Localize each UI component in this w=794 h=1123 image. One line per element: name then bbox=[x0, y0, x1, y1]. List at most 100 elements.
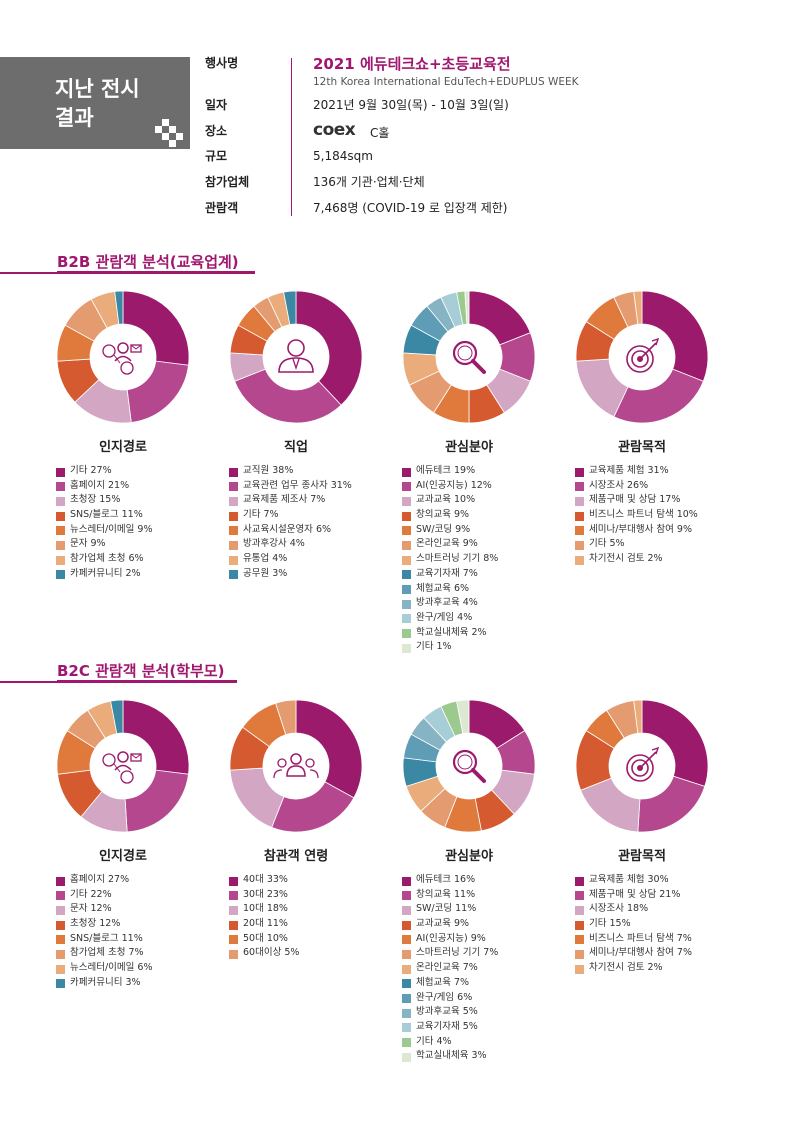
legend-item: 기타 27% bbox=[56, 464, 152, 479]
chart-title: 관람목적 bbox=[618, 440, 666, 455]
legend-swatch bbox=[402, 482, 411, 492]
legend-item: 문자 12% bbox=[56, 902, 152, 917]
legend-label: 60대이상 5% bbox=[243, 947, 300, 959]
legend-label: 온라인교육 7% bbox=[416, 962, 478, 974]
legend-swatch bbox=[56, 526, 65, 536]
legend-label: 교과교육 10% bbox=[416, 494, 476, 506]
info-key: 규모 bbox=[205, 149, 228, 163]
legend-swatch bbox=[402, 1038, 411, 1048]
chart-title: 관람목적 bbox=[618, 849, 666, 864]
legend-swatch bbox=[56, 540, 65, 550]
legend-swatch bbox=[56, 570, 65, 580]
legend-swatch bbox=[402, 570, 411, 580]
legend-item: 유통업 4% bbox=[229, 552, 352, 567]
legend-swatch bbox=[402, 540, 411, 550]
legend-label: 스마트러닝 기기 8% bbox=[416, 553, 499, 565]
legend-swatch bbox=[575, 891, 584, 901]
legend-swatch bbox=[402, 1052, 411, 1062]
legend-label: 기타 7% bbox=[243, 509, 279, 521]
legend-swatch bbox=[402, 935, 411, 945]
legend-item: 홈페이지 21% bbox=[56, 479, 152, 494]
legend-item: 교육관련 업무 종사자 31% bbox=[229, 479, 352, 494]
legend-swatch bbox=[402, 1023, 411, 1033]
info-key: 장소 bbox=[205, 124, 228, 138]
legend-swatch bbox=[56, 891, 65, 901]
legend-item: 뉴스레터/이메일 9% bbox=[56, 523, 152, 538]
donut-hole bbox=[436, 733, 502, 799]
legend-label: 창의교육 9% bbox=[416, 509, 470, 521]
legend-swatch bbox=[229, 555, 238, 565]
legend-swatch bbox=[402, 876, 411, 886]
legend-label: 20대 11% bbox=[243, 918, 288, 930]
legend-swatch bbox=[402, 599, 411, 609]
info-value: 7,468명 (COVID-19 로 입장객 제한) bbox=[313, 201, 508, 215]
legend-label: 30대 23% bbox=[243, 888, 288, 900]
legend-label: 카페커뮤니티 2% bbox=[70, 567, 141, 579]
legend-item: 에듀테크 16% bbox=[402, 873, 498, 888]
legend-label: 완구/게임 6% bbox=[416, 991, 473, 1003]
legend-label: 교육관련 업무 종사자 31% bbox=[243, 479, 352, 491]
legend-swatch bbox=[402, 614, 411, 624]
legend-item: 기타 5% bbox=[575, 537, 698, 552]
info-key: 행사명 bbox=[205, 56, 239, 70]
legend-item: 온라인교육 9% bbox=[402, 537, 498, 552]
legend-item: 공무원 3% bbox=[229, 567, 352, 582]
legend-label: 참가업체 초청 6% bbox=[70, 553, 144, 565]
legend-label: 학교실내체육 2% bbox=[416, 626, 487, 638]
legend-swatch bbox=[229, 876, 238, 886]
legend-item: 사교육시설운영자 6% bbox=[229, 523, 352, 538]
legend-swatch bbox=[402, 891, 411, 901]
legend-swatch bbox=[575, 496, 584, 506]
people-network-icon bbox=[102, 342, 142, 375]
legend-label: 홈페이지 27% bbox=[70, 874, 130, 885]
legend-item: 교육제품 제조사 7% bbox=[229, 493, 352, 508]
chart-legend: 에듀테크 16% 창의교육 11% SW/코딩 11% 교과교육 9% AI(인공지능)… bbox=[402, 873, 498, 1064]
legend-item: SW/코딩 11% bbox=[402, 902, 498, 917]
legend-item: 스마트러닝 기기 7% bbox=[402, 946, 498, 961]
legend-item: 에듀테크 19% bbox=[402, 464, 498, 479]
chart-title: 참관객 연령 bbox=[263, 849, 329, 864]
legend-item: 10대 18% bbox=[229, 902, 299, 917]
legend-label: 교직원 38% bbox=[243, 465, 294, 476]
legend-item: 체험교육 6% bbox=[402, 582, 498, 597]
legend-label: 기타 15% bbox=[589, 918, 631, 930]
donut-hole bbox=[436, 324, 502, 390]
legend-swatch bbox=[575, 482, 584, 492]
chart-title: 직업 bbox=[284, 440, 308, 455]
donut-chart bbox=[575, 290, 709, 424]
legend-swatch bbox=[229, 570, 238, 580]
chart-7: 관람목적 교육제품 체험 30% 제품구매 및 상담 21% 시장조사 18% 기타 1… bbox=[557, 699, 727, 1079]
legend-swatch bbox=[229, 935, 238, 945]
legend-swatch bbox=[402, 526, 411, 536]
legend-swatch bbox=[56, 467, 65, 477]
legend-label: 기타 5% bbox=[589, 538, 625, 550]
legend-label: 시장조사 18% bbox=[589, 903, 649, 915]
legend-item: SNS/블로그 11% bbox=[56, 508, 152, 523]
legend-swatch bbox=[56, 482, 65, 492]
info-value: 2021년 9월 30일(목) - 10월 3일(일) bbox=[313, 98, 509, 112]
exhibition-result-banner: 지난 전시 결과 bbox=[0, 57, 190, 149]
chart-legend: 교육제품 체험 30% 제품구매 및 상담 21% 시장조사 18% 기타 15% 비즈… bbox=[575, 873, 692, 976]
legend-item: SW/코딩 9% bbox=[402, 523, 498, 538]
legend-label: 세미나/부대행사 참여 7% bbox=[589, 947, 692, 959]
target-icon bbox=[626, 746, 660, 782]
legend-label: 홈페이지 21% bbox=[70, 479, 130, 491]
legend-label: 세미나/부대행사 참여 9% bbox=[589, 523, 692, 535]
legend-label: 비즈니스 파트너 탐색 7% bbox=[589, 932, 692, 944]
legend-label: 창의교육 11% bbox=[416, 888, 476, 900]
legend-swatch bbox=[229, 905, 238, 915]
legend-item: 교육제품 체험 31% bbox=[575, 464, 698, 479]
legend-item: 차기전시 검토 2% bbox=[575, 552, 698, 567]
legend-label: 온라인교육 9% bbox=[416, 538, 478, 550]
legend-label: 기타 27% bbox=[70, 465, 112, 476]
legend-item: 학교실내체육 3% bbox=[402, 1049, 498, 1064]
legend-item: 기타 4% bbox=[402, 1035, 498, 1050]
legend-label: AI(인공지능) 12% bbox=[416, 479, 492, 491]
info-key: 참가업체 bbox=[205, 175, 250, 189]
legend-item: 세미나/부대행사 참여 7% bbox=[575, 946, 692, 961]
legend-swatch bbox=[575, 540, 584, 550]
legend-swatch bbox=[402, 979, 411, 989]
legend-swatch bbox=[229, 496, 238, 506]
people-network-icon bbox=[102, 751, 142, 784]
legend-label: 교육제품 제조사 7% bbox=[243, 494, 326, 506]
